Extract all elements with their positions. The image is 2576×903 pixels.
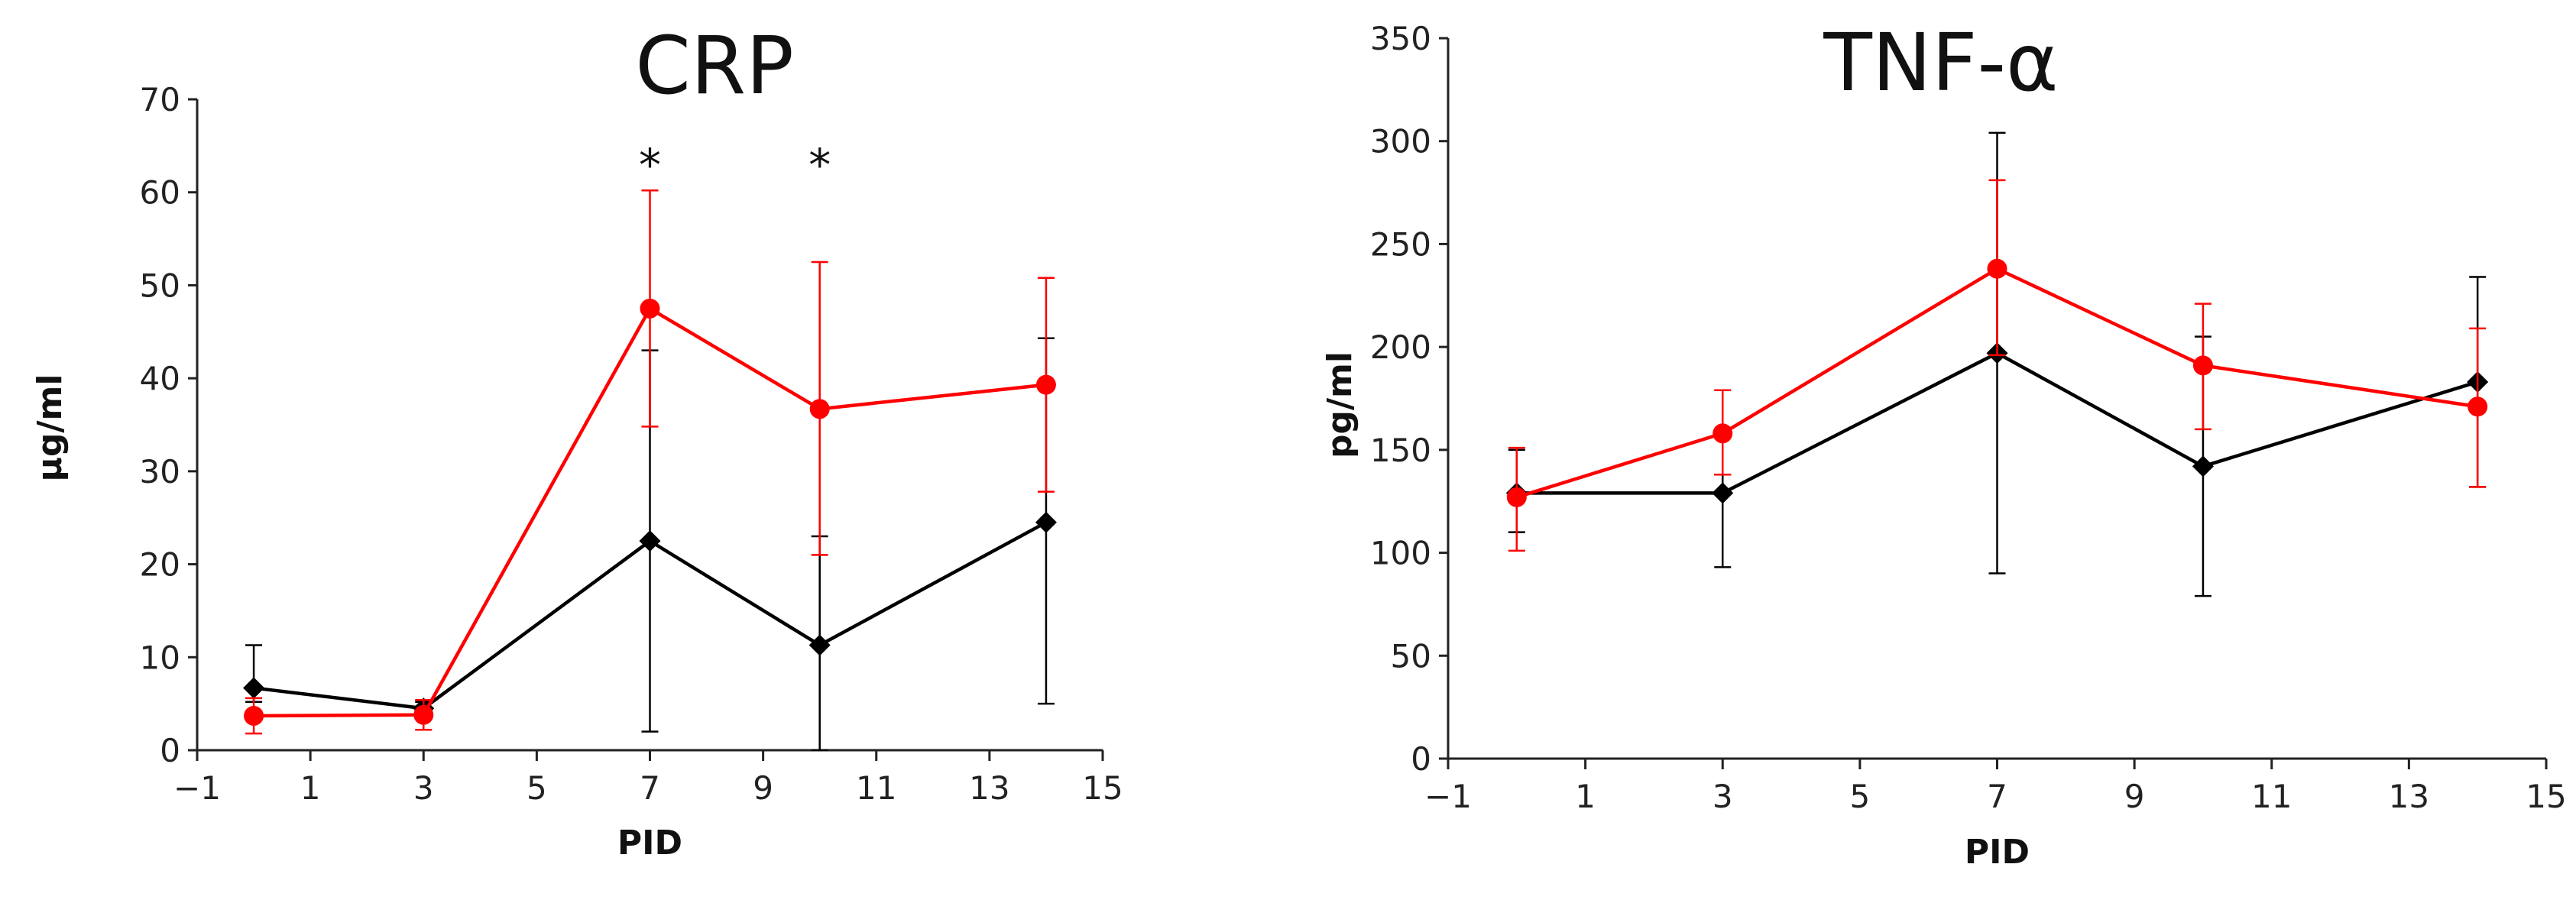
tnf-treated-point xyxy=(2192,355,2213,376)
tnf-control-point xyxy=(2192,455,2214,477)
crp-x-tick-label: 3 xyxy=(413,769,434,807)
tnf-y-tick-label: 150 xyxy=(1370,432,1431,469)
crp-y-tick-label: 20 xyxy=(140,546,180,584)
tnf-x-tick-label: 7 xyxy=(1987,778,2007,815)
tnf-y-tick-label: 300 xyxy=(1370,123,1431,160)
tnf-x-tick-label: 15 xyxy=(2526,778,2566,815)
crp-treated-point xyxy=(413,704,434,725)
tnf-x-tick-label: 9 xyxy=(2124,778,2145,815)
crp-x-tick-label: 11 xyxy=(856,769,896,807)
crp-control-point xyxy=(1035,511,1057,533)
tnf-y-tick-label: 350 xyxy=(1370,20,1431,57)
tnf-treated-point xyxy=(1987,258,2007,279)
crp-y-tick-label: 50 xyxy=(140,267,180,304)
crp-y-tick-label: 40 xyxy=(140,360,180,397)
crp-significance-marker: * xyxy=(639,139,661,191)
crp-x-tick-label: 7 xyxy=(640,769,660,807)
tnf-series-treated xyxy=(1506,179,2488,552)
crp-y-tick-label: 30 xyxy=(140,453,180,490)
crp-treated-point xyxy=(1035,374,1056,395)
crp-x-tick-label: 1 xyxy=(300,769,321,807)
tnf-y-tick-label: 50 xyxy=(1391,637,1431,675)
crp-x-tick-label: −1 xyxy=(173,769,221,807)
crp-x-tick-label: 13 xyxy=(969,769,1009,807)
tnf-x-tick-label: 13 xyxy=(2389,778,2429,815)
crp-y-tick-label: 10 xyxy=(140,639,180,676)
crp-treated-point xyxy=(809,399,830,419)
tnf-y-tick-label: 200 xyxy=(1370,329,1431,366)
tnf-treated-point xyxy=(1712,423,1733,444)
crp-x-axis-label: PID xyxy=(617,824,682,863)
tnf-treated-point xyxy=(2467,396,2488,417)
crp-x-tick-label: 9 xyxy=(753,769,773,807)
tnf-treated-point xyxy=(1506,487,1527,507)
crp-control-point xyxy=(243,677,265,699)
crp-chart-title: CRP xyxy=(635,19,794,112)
tnf-chart-title: TNF-α xyxy=(1823,16,2058,109)
crp-y-tick-label: 70 xyxy=(140,81,180,118)
tnf-x-tick-label: 3 xyxy=(1712,778,1733,815)
tnf-y-tick-label: 250 xyxy=(1370,225,1431,263)
crp-series-treated xyxy=(244,189,1056,735)
tnf-y-tick-label: 100 xyxy=(1370,535,1431,572)
crp-control-point xyxy=(639,530,661,552)
tnf-x-tick-label: 5 xyxy=(1850,778,1871,815)
crp-y-tick-label: 0 xyxy=(160,732,180,769)
tnf-y-axis-label: pg/ml xyxy=(1320,351,1359,458)
crp-x-tick-label: 15 xyxy=(1082,769,1123,807)
crp-y-axis-label: μg/ml xyxy=(31,374,70,482)
tnf-control-point xyxy=(1712,482,1734,504)
tnf-y-tick-label: 0 xyxy=(1411,740,1431,778)
tnf-x-tick-label: 1 xyxy=(1575,778,1596,815)
crp-control-point xyxy=(808,634,831,656)
tnf-x-axis-label: PID xyxy=(1965,833,2030,872)
crp-treated-point xyxy=(640,298,660,319)
crp-treated-point xyxy=(244,705,264,726)
tnf-x-tick-label: −1 xyxy=(1424,778,1472,815)
crp-significance-marker: * xyxy=(808,139,831,191)
tnf-x-tick-label: 11 xyxy=(2251,778,2292,815)
crp-x-tick-label: 5 xyxy=(527,769,547,807)
crp-y-tick-label: 60 xyxy=(140,174,180,212)
